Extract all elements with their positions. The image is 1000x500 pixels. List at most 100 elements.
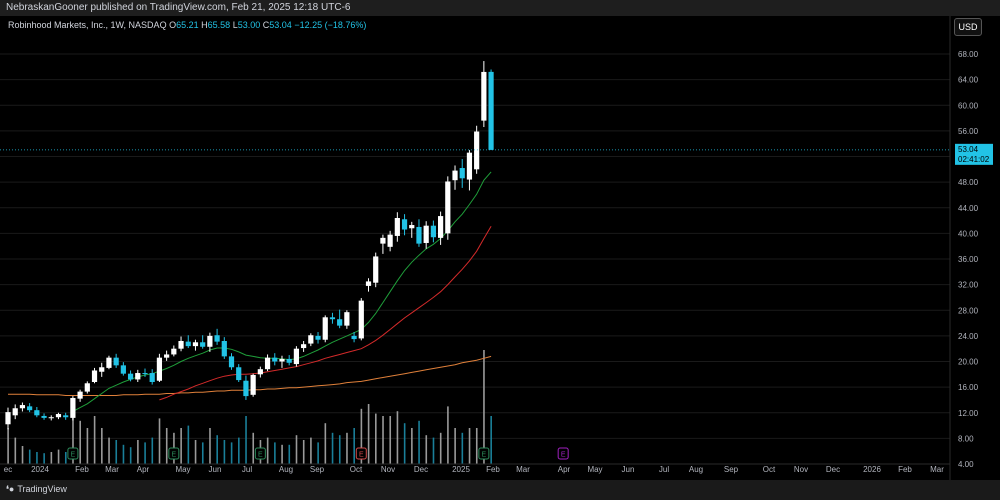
candle [272, 353, 278, 366]
earnings-marker-label: E [71, 452, 76, 459]
volume-bar [461, 432, 464, 464]
y-tick-label: 28.00 [958, 306, 979, 315]
volume-bar [324, 423, 327, 464]
candle-body [488, 71, 494, 150]
earnings-marker-icon[interactable]: E [557, 447, 569, 460]
candle [337, 309, 343, 329]
last-price-text: 53.04 [958, 145, 979, 154]
earnings-marker-icon[interactable]: E [355, 447, 367, 460]
candle [308, 333, 314, 347]
candle [113, 353, 119, 368]
candle-body [301, 344, 307, 349]
candle [142, 368, 148, 377]
candle [351, 332, 357, 343]
volume-bar [281, 444, 283, 464]
earnings-marker-icon[interactable]: E [168, 447, 180, 460]
volume-bar [144, 442, 146, 464]
volume-bar [353, 428, 355, 464]
x-tick-label: Dec [826, 465, 840, 474]
candle [279, 355, 285, 368]
earnings-marker-icon[interactable]: E [67, 447, 79, 460]
candle-body [308, 335, 314, 344]
candle [373, 252, 379, 288]
candle [329, 312, 336, 324]
candle-layer [5, 61, 494, 430]
earnings-marker-icon[interactable]: E [478, 447, 490, 460]
volume-bar [483, 350, 485, 464]
earnings-marker-label: E [561, 452, 566, 459]
x-tick-label: Nov [794, 465, 808, 474]
candle-body [19, 405, 26, 409]
candle-body [344, 312, 350, 326]
candle-body [445, 181, 451, 234]
last-price-tag [955, 143, 993, 165]
candle [34, 406, 40, 418]
candle-body [106, 357, 112, 368]
x-tick-label: Mar [930, 465, 944, 474]
volume-bar [331, 432, 334, 464]
candle [207, 332, 213, 352]
candle [236, 364, 242, 382]
candle [459, 159, 465, 188]
x-tick-label: Feb [75, 465, 89, 474]
candle-body [394, 218, 400, 236]
tradingview-brand[interactable]: ❛● TradingView [6, 484, 67, 495]
candle-body [127, 373, 134, 380]
volume-bar [122, 444, 125, 464]
volume-bar [475, 428, 478, 464]
y-tick-label: 16.00 [958, 383, 979, 392]
candle [387, 230, 393, 252]
candle [430, 220, 436, 243]
y-tick-label: 64.00 [958, 76, 979, 85]
candle-body [63, 415, 69, 418]
currency-button[interactable]: USD [954, 18, 982, 36]
y-tick-label: 68.00 [958, 50, 979, 59]
candle-body [365, 281, 372, 286]
volume-bar [274, 442, 276, 464]
volume-bar [187, 425, 190, 464]
candle-body [113, 357, 119, 366]
volume-bar [382, 416, 384, 464]
x-tick-label: 2026 [863, 465, 881, 474]
candle-body [135, 373, 141, 380]
candle [394, 212, 400, 242]
candle-body [70, 398, 76, 418]
candle-body [293, 348, 299, 365]
candle [106, 355, 112, 370]
candle-body [452, 170, 458, 181]
x-tick-label: Feb [898, 465, 912, 474]
candle-body [380, 237, 386, 244]
candle-body [387, 234, 393, 247]
candle-body [481, 71, 487, 121]
volume-bar [266, 437, 269, 464]
candle [214, 328, 220, 345]
y-tick-label: 4.00 [958, 460, 974, 469]
candle-body [164, 354, 170, 358]
candle-body [55, 414, 62, 418]
candle-body [250, 374, 256, 395]
y-tick-label: 8.00 [958, 434, 974, 443]
symbol-legend[interactable]: Robinhood Markets, Inc., 1W, NASDAQ O65.… [8, 20, 366, 30]
earnings-marker-label: E [359, 452, 364, 459]
candle-body [120, 365, 126, 374]
candle [488, 69, 494, 151]
volume-bar [64, 452, 67, 464]
candle [55, 412, 62, 420]
candle-body [430, 225, 436, 238]
candle [358, 298, 364, 341]
close-label: C [262, 20, 270, 30]
candle [91, 367, 98, 384]
y-tick-label: 12.00 [958, 409, 979, 418]
candle-body [322, 317, 328, 340]
high-label: H [201, 20, 208, 30]
candle-body [27, 406, 33, 411]
candle-body [423, 225, 429, 243]
earnings-marker-icon[interactable]: E [254, 447, 266, 460]
candle-body [192, 342, 199, 347]
volume-bar [7, 428, 9, 464]
volume-bar [346, 432, 348, 464]
volume-bar [223, 440, 226, 464]
x-tick-label: Aug [279, 465, 293, 474]
volume-bar [151, 437, 154, 464]
